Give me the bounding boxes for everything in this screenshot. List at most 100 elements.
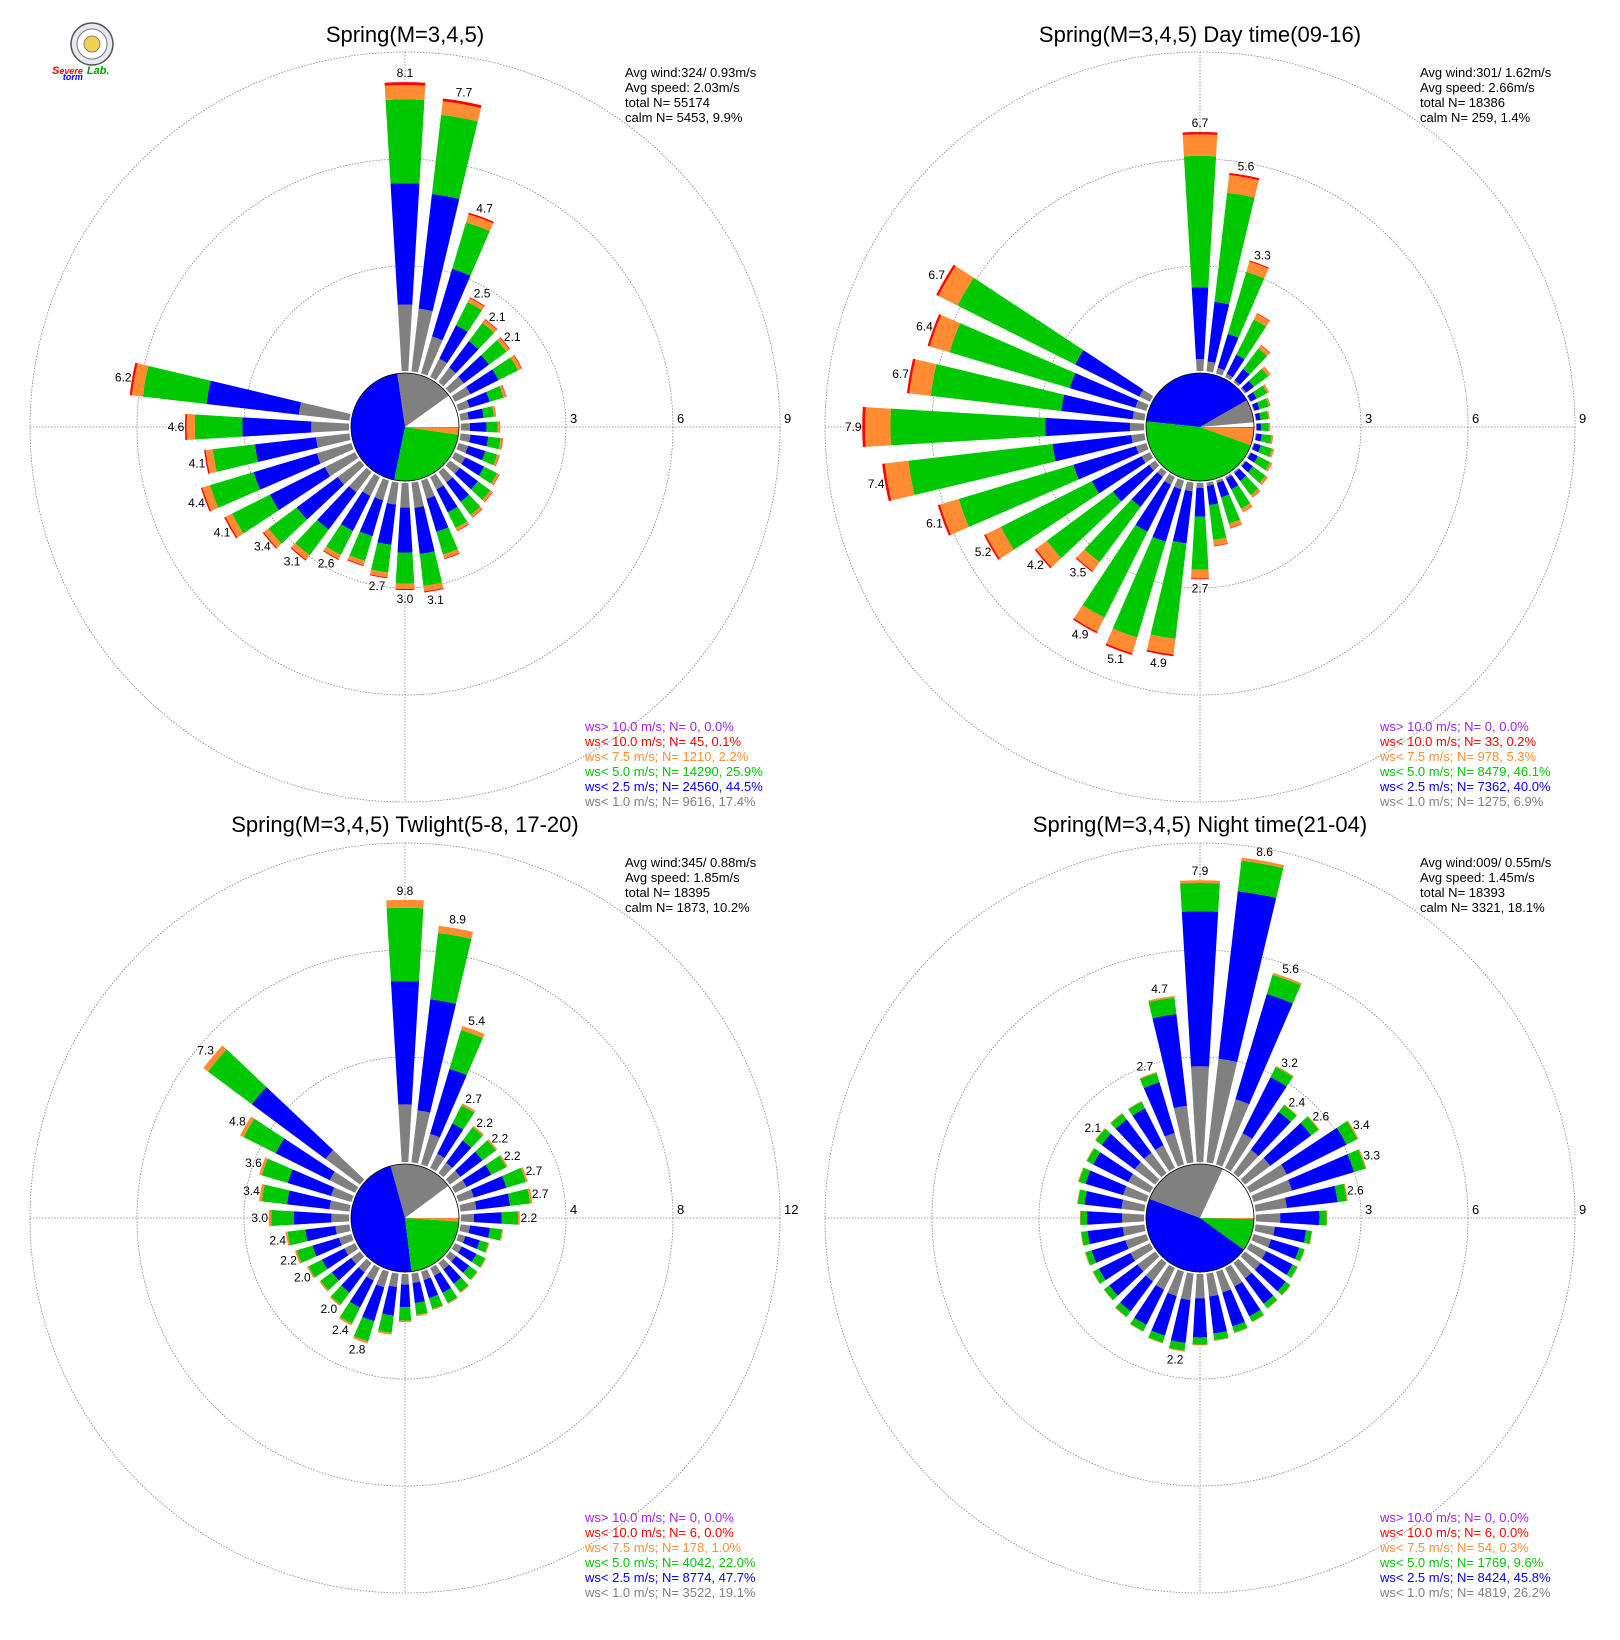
bar-segment-lt10ms: [398, 1104, 412, 1163]
bar-value-label: 2.1: [1084, 1121, 1101, 1135]
center-pie-slice: [405, 1218, 459, 1272]
panel-title: Spring(M=3,4,5) Twlight(5-8, 17-20): [231, 812, 578, 837]
stats-line: calm N= 5453, 9.9%: [625, 110, 743, 125]
bar-segment-lt10ms: [1215, 1269, 1231, 1293]
bar-segment-lt10ms: [1121, 1199, 1146, 1212]
bar-segment-lt10ms: [411, 481, 424, 508]
bar-segment-lt50: [1240, 475, 1259, 496]
bar-segment-lt75: [1127, 1100, 1142, 1110]
center-pie-slice: [350, 1165, 412, 1272]
bar-segment-lt75: [492, 405, 496, 417]
bar-segment-lt10: [224, 516, 238, 539]
bar-value-label: 4.8: [229, 1114, 246, 1128]
bar-segment-lt10ms: [1251, 1233, 1272, 1248]
stats-line: Avg wind:301/ 1.62m/s: [1420, 65, 1552, 80]
bar-segment-lt10ms: [456, 400, 470, 412]
bar-segment-lt25: [423, 1277, 439, 1299]
bar-value-label: 7.9: [845, 420, 862, 434]
bar-segment-lt10ms: [1255, 423, 1257, 431]
bar-segment-lt50: [485, 1155, 507, 1175]
bar-segment-lt50: [456, 301, 482, 332]
bar-segment-lt10: [1260, 344, 1271, 353]
bar-segment-lt50: [1183, 155, 1217, 288]
bar-segment-lt10ms: [1215, 367, 1225, 376]
bar-segment-lt75: [527, 1188, 533, 1204]
bar-segment-lt75: [1290, 1266, 1298, 1279]
bar-segment-lt25: [1073, 446, 1139, 480]
bar-value-label: 6.7: [892, 367, 909, 381]
bar-segment-lt25: [1098, 1252, 1136, 1281]
bar-value-label: 2.6: [1347, 1184, 1364, 1198]
bar-segment-lt50: [958, 464, 1079, 528]
legend-entry: ws> 10.0 m/s; N= 0, 0.0%: [584, 719, 734, 734]
bar-segment-lt50: [1220, 494, 1241, 524]
legend-entry: ws< 2.5 m/s; N= 24560, 44.5%: [584, 779, 763, 794]
bar-segment-lt50: [1214, 192, 1255, 305]
bar-segment-lt75: [484, 1242, 490, 1253]
bar-segment-lt50: [957, 277, 1084, 365]
stats-line: Avg speed: 2.66m/s: [1420, 80, 1535, 95]
bar-value-label: 4.2: [1027, 558, 1044, 572]
bar-segment-lt10: [937, 504, 951, 536]
bar-segment-lt10: [290, 547, 307, 561]
bar-segment-lt10ms: [1123, 1186, 1149, 1203]
bar-segment-lt75: [1035, 540, 1062, 568]
bar-segment-lt75: [1250, 488, 1261, 498]
bar-segment-lt10: [184, 413, 187, 441]
bar-segment-lt75: [1234, 1327, 1248, 1334]
bar-segment-lt10: [1229, 172, 1260, 181]
bar-value-label: 3.1: [284, 554, 301, 568]
legend-entry: ws< 10.0 m/s; N= 6, 0.0%: [1379, 1525, 1529, 1540]
bar-segment-lt75: [323, 546, 341, 560]
stats-line: Avg speed: 1.85m/s: [625, 870, 740, 885]
bar-segment-lt25: [1207, 301, 1230, 363]
bar-segment-lt75: [294, 1250, 302, 1264]
bar-segment-lt25: [451, 1255, 470, 1273]
bar-value-label: 6.1: [926, 517, 943, 531]
bar-segment-lt75: [939, 498, 969, 535]
bar-segment-lt25: [1206, 484, 1219, 505]
bar-segment-lt75: [1241, 857, 1285, 869]
bar-segment-lt50: [430, 932, 472, 1004]
legend-entry: ws< 7.5 m/s; N= 1210, 2.2%: [584, 749, 749, 764]
bar-segment-lt75: [1214, 1337, 1229, 1341]
bar-segment-lt25: [1252, 402, 1260, 411]
bar-segment-lt50: [398, 1307, 412, 1321]
bar-value-label: 6.7: [928, 268, 945, 282]
bar-segment-lt25: [296, 477, 345, 520]
bar-segment-lt10ms: [430, 473, 444, 490]
bar-segment-lt75: [472, 1125, 484, 1136]
bar-value-label: 2.2: [1167, 1352, 1184, 1366]
bar-segment-lt50: [436, 527, 458, 555]
bar-value-label: 2.5: [474, 286, 491, 300]
center-pie-slice: [1146, 373, 1247, 427]
bar-segment-lt10ms: [1122, 1224, 1146, 1237]
bar-segment-lt75: [1343, 1183, 1348, 1202]
bar-segment-lt50: [414, 1301, 428, 1315]
bar-segment-lt25: [269, 467, 331, 511]
bar-segment-lt75: [884, 460, 915, 501]
bar-segment-lt25: [349, 1276, 374, 1308]
bar-segment-lt10ms: [344, 1243, 359, 1256]
bar-value-label: 6.7: [1192, 116, 1209, 130]
bar-segment-lt10ms: [1233, 1258, 1252, 1279]
bar-segment-lt75: [498, 438, 503, 450]
center-pie-outline: [1145, 1163, 1255, 1273]
bar-segment-lt10ms: [460, 1213, 474, 1223]
bar-segment-lt25: [1241, 461, 1253, 473]
legend-entry: ws< 2.5 m/s; N= 8424, 45.8%: [1379, 1570, 1551, 1585]
bar-segment-lt10ms: [349, 467, 372, 493]
bar-segment-lt25: [1263, 1122, 1312, 1166]
bar-segment-lt10ms: [459, 412, 469, 421]
bar-segment-lt50: [326, 524, 353, 556]
bar-segment-lt75: [432, 1305, 444, 1311]
bar-segment-lt50: [1191, 516, 1209, 570]
stats-line: Avg speed: 1.45m/s: [1420, 870, 1535, 885]
bar-segment-lt50: [949, 323, 1076, 389]
bar-segment-lt10ms: [445, 1251, 457, 1262]
bar-segment-lt10ms: [1173, 1105, 1194, 1164]
bar-segment-lt50: [930, 364, 1065, 411]
bar-segment-lt10: [323, 550, 339, 560]
bar-segment-lt25: [331, 1258, 357, 1281]
center-pie-slice: [1200, 1169, 1254, 1218]
